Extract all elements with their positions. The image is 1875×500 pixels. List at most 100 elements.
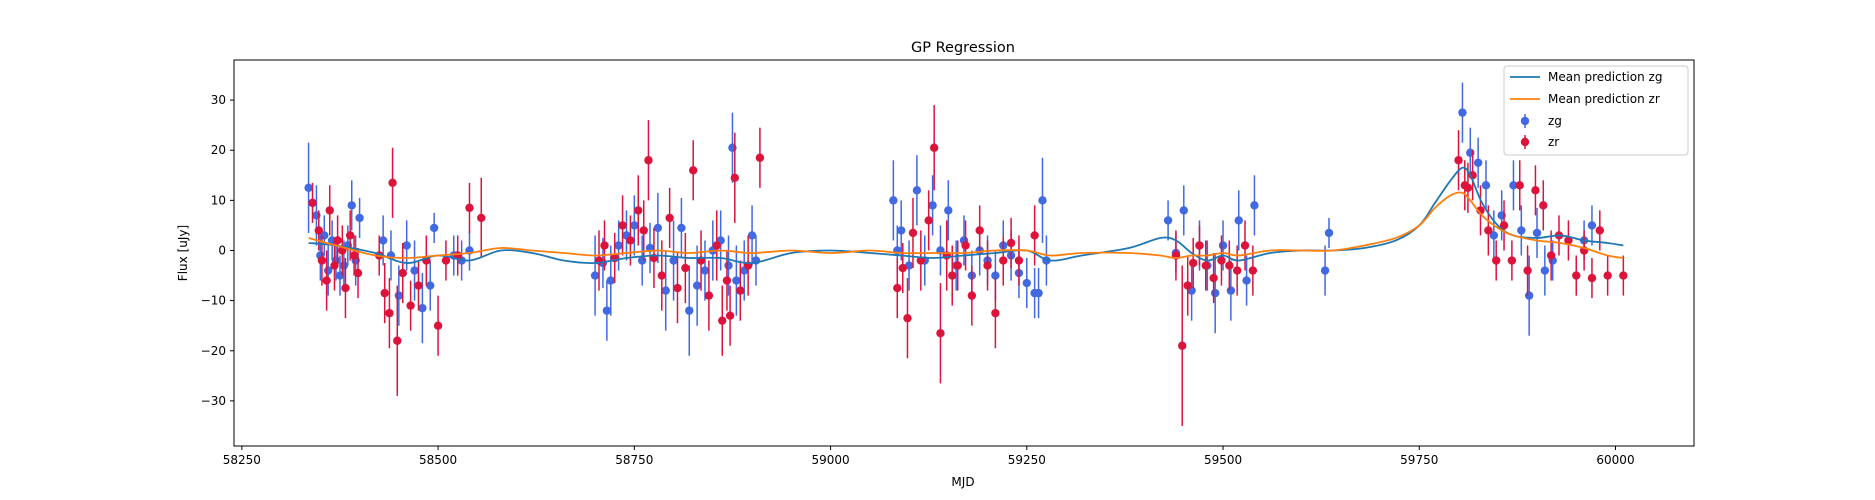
point-zr [665,213,674,223]
point-zg [1517,226,1526,235]
point-zg [1234,216,1243,225]
point-zr [1595,226,1605,235]
chart-title: GP Regression [911,40,1015,56]
point-zr [393,336,402,345]
x-tick-label: 59000 [811,453,849,467]
point-zr [1523,266,1532,275]
point-zr [341,283,350,293]
point-zr [433,321,443,330]
point-zr [1507,256,1517,265]
point-zr [704,291,714,300]
point-zr [730,173,739,183]
point-zg [614,241,623,250]
point-zg [1242,276,1251,285]
point-zr [718,316,727,325]
point-zr [1515,181,1524,190]
point-zr [1572,271,1581,280]
point-zr [924,216,933,225]
point-zg [677,223,686,233]
point-zr [898,263,907,273]
point-zg [661,286,670,295]
point-zr [1499,221,1509,230]
x-axis: 58250 58500 58750 59000 59250 59500 59750 60000 [223,446,1635,467]
point-zg [347,201,356,210]
y-tick-label: 10 [211,193,226,207]
point-zr [688,166,698,175]
point-zg [1532,228,1542,238]
point-zr [634,206,643,215]
series-zg [304,82,1597,356]
point-zr [1030,231,1039,240]
point-zr [712,241,721,250]
point-zr [1240,241,1250,250]
point-zr [333,236,342,245]
point-zg [1163,216,1173,225]
point-zr [725,311,735,320]
legend-box [1503,65,1689,156]
plot-frame [233,59,1695,447]
point-zg [1022,278,1031,288]
point-zg [1210,288,1220,298]
point-zg [355,213,364,223]
point-zr [465,203,474,213]
point-zg [1509,181,1518,190]
point-zg [700,266,710,275]
point-zg [991,271,1000,280]
point-zg [1218,241,1228,250]
point-zg [602,306,612,315]
point-zg [912,186,922,195]
point-zr [908,228,918,238]
point-zr [600,241,609,250]
point-zg [732,276,741,285]
y-tick-label: −10 [201,294,226,308]
point-zr [414,281,423,290]
point-zr [1531,186,1540,195]
point-zg [1226,286,1236,295]
point-zr [314,226,323,235]
x-tick-label: 59500 [1204,453,1242,467]
point-zr [1183,281,1192,290]
point-zg [1524,291,1534,300]
y-tick-label: 0 [218,243,226,257]
point-zr [657,271,666,280]
legend-label-zr: zr [1548,135,1559,149]
point-zr [929,143,939,152]
line-Mean prediction zr [308,191,1624,259]
point-zr [722,276,732,285]
point-zr [681,263,690,273]
point-zr [626,236,635,245]
point-zg [1038,196,1047,205]
point-zr [1201,261,1210,270]
point-zg [590,271,600,280]
point-zg [747,231,757,240]
point-zg [418,303,427,313]
point-zg [1540,266,1550,275]
y-axis-label: Flux [uJy] [176,225,190,281]
point-zg [1320,266,1330,275]
point-zr [330,261,339,270]
point-zr [1619,271,1628,280]
point-zr [441,256,451,265]
point-zr [317,256,327,265]
point-zg [630,221,639,230]
point-zg [724,261,733,270]
point-zr [1539,201,1548,210]
point-zr [349,251,359,260]
y-tick-label: 30 [211,93,226,107]
point-zr [961,241,970,250]
point-zg [944,206,953,215]
point-zr [967,291,977,300]
point-zg [653,223,663,233]
point-zr [983,261,992,270]
point-zr [398,268,407,278]
x-tick-label: 59250 [1008,453,1046,467]
point-zg [1458,108,1467,117]
point-zr [1603,271,1612,280]
point-zr [948,271,957,280]
point-zr [1195,241,1204,250]
point-zg [692,281,702,290]
point-zr [673,283,682,293]
point-zr [477,213,486,223]
point-zr [936,329,945,338]
